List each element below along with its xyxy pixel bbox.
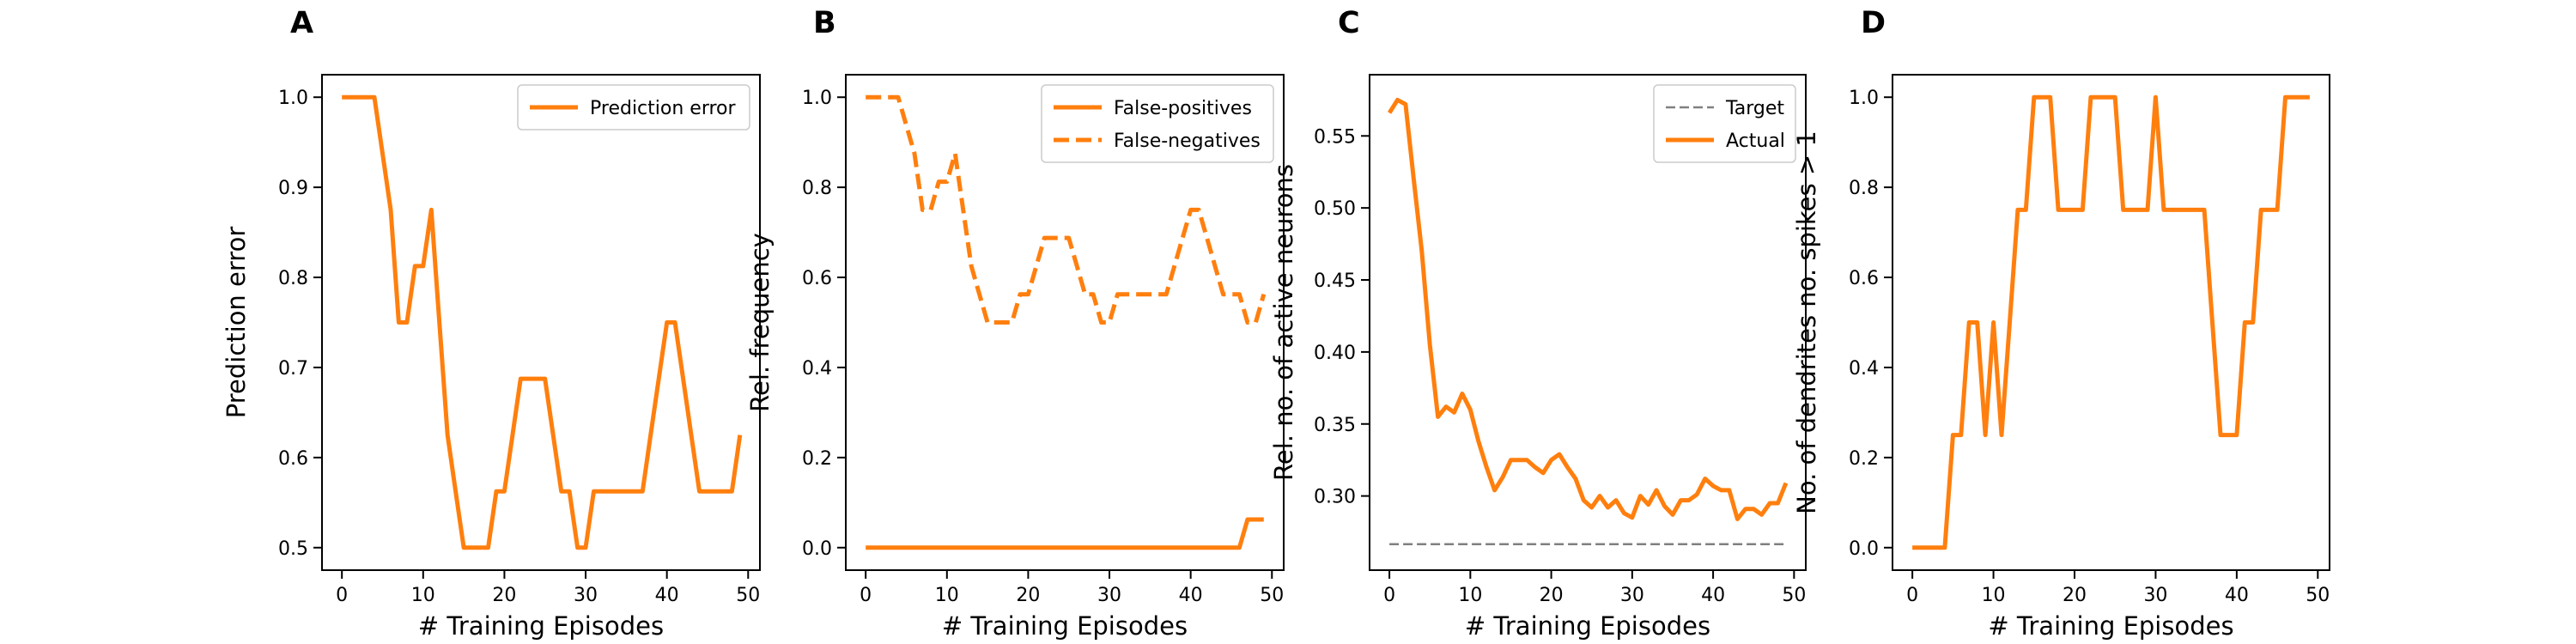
x-tick-label: 50 — [2306, 585, 2330, 606]
x-tick-label: 30 — [2143, 585, 2167, 606]
y-tick-label: 0.5 — [278, 538, 308, 560]
series-line-false-positives — [866, 517, 1264, 550]
x-tick-label: 40 — [1701, 585, 1725, 606]
x-tick-label: 40 — [1179, 585, 1203, 606]
legend-label: Prediction error — [590, 98, 736, 119]
x-tick-label: 40 — [655, 585, 679, 606]
x-tick-label: 40 — [2225, 585, 2249, 606]
x-axis-label: # Training Episodes — [418, 611, 664, 641]
x-tick-label: 0 — [1383, 585, 1395, 606]
y-axis-label: Rel. no. of active neurons — [1269, 164, 1298, 481]
panel-c: C 0 10 20 30 40 50 0.30 0.35 0.40 0.45 0.50 0.55 # T… — [1269, 6, 1807, 641]
x-axis-label: # Training Episodes — [1465, 611, 1710, 641]
y-axis-label: Prediction error — [222, 227, 251, 419]
series-line-false-negatives — [866, 94, 1267, 325]
x-tick-label: 20 — [2063, 585, 2087, 606]
x-tick-label: 0 — [336, 585, 348, 606]
plot-area-b: 0 10 20 30 40 50 0.0 0.2 0.4 0.6 0.8 1.0 # Training … — [745, 74, 1285, 641]
plot-area-c: 0 10 20 30 40 50 0.30 0.35 0.40 0.45 0.50 0.55 # Tra… — [1269, 74, 1807, 641]
x-tick-label: 0 — [860, 585, 872, 606]
y-tick-label: 1.0 — [1849, 88, 1879, 109]
y-tick-label: 0.45 — [1314, 270, 1356, 292]
y-tick-label: 0.2 — [1849, 448, 1879, 470]
y-tick-label: 1.0 — [802, 88, 832, 109]
x-tick-label: 10 — [935, 585, 959, 606]
x-tick-label: 20 — [1540, 585, 1564, 606]
y-tick-label: 0.9 — [278, 178, 308, 199]
y-axis-label: Rel. frequency — [745, 233, 775, 412]
x-tick-label: 10 — [1458, 585, 1482, 606]
legend-label: False-positives — [1114, 98, 1252, 119]
series-line-actual — [1387, 97, 1789, 521]
y-tick-label: 0.4 — [802, 358, 832, 380]
axes-frame — [321, 74, 761, 571]
panel-letter-b: B — [813, 6, 836, 40]
x-tick-label: 30 — [574, 585, 598, 606]
panel-a: A 0 10 20 30 40 50 0.5 0.6 0.7 0.8 0.9 1.0 # Trainin… — [222, 6, 761, 641]
y-tick-label: 0.6 — [278, 448, 308, 470]
legend-label: Target — [1725, 98, 1784, 119]
plot-area-d: 0 10 20 30 40 50 0.0 0.2 0.4 0.6 0.8 1.0 # Training … — [1792, 74, 2330, 641]
axes-frame — [1369, 74, 1807, 571]
series-line-main — [1912, 94, 2310, 550]
y-tick-label: 0.8 — [278, 268, 308, 289]
x-tick-label: 30 — [1620, 585, 1644, 606]
legend-label: Actual — [1726, 131, 1785, 152]
legend-box — [517, 84, 750, 131]
y-tick-label: 1.0 — [278, 88, 308, 109]
plot-area-a: 0 10 20 30 40 50 0.5 0.6 0.7 0.8 0.9 1.0 # Training … — [222, 74, 761, 641]
x-axis-label: # Training Episodes — [1988, 611, 2233, 641]
y-tick-label: 0.50 — [1314, 198, 1356, 220]
y-tick-label: 0.30 — [1314, 487, 1356, 508]
legend-label: False-negatives — [1114, 131, 1261, 152]
x-tick-label: 10 — [411, 585, 435, 606]
y-tick-label: 0.6 — [1849, 268, 1879, 289]
series-line-prediction-error — [342, 94, 743, 550]
y-tick-label: 0.8 — [1849, 178, 1879, 199]
y-axis-label: No. of dendrites no. spikes > 1 — [1792, 131, 1821, 514]
x-tick-label: 50 — [1782, 585, 1806, 606]
y-tick-label: 0.0 — [1849, 538, 1879, 560]
panel-letter-a: A — [290, 6, 313, 40]
y-tick-label: 0.4 — [1849, 358, 1879, 380]
x-tick-label: 50 — [736, 585, 760, 606]
x-tick-label: 10 — [1982, 585, 2006, 606]
axes-frame — [1892, 74, 2330, 571]
y-tick-label: 0.2 — [802, 448, 832, 470]
legend-box — [1653, 84, 1796, 163]
y-tick-label: 0.55 — [1314, 126, 1356, 148]
y-tick-label: 0.7 — [278, 358, 308, 380]
panel-d: D 0 10 20 30 40 50 0.0 0.2 0.4 0.6 0.8 1.0 # Trainin… — [1792, 6, 2330, 641]
x-tick-label: 20 — [1016, 585, 1040, 606]
y-tick-label: 0.40 — [1314, 343, 1356, 364]
x-axis-label: # Training Episodes — [942, 611, 1188, 641]
x-tick-label: 30 — [1097, 585, 1121, 606]
x-tick-label: 20 — [492, 585, 516, 606]
panel-letter-d: D — [1861, 6, 1886, 40]
y-tick-label: 0.6 — [802, 268, 832, 289]
y-tick-label: 0.8 — [802, 178, 832, 199]
panel-b: B 0 10 20 30 40 50 0.0 0.2 0.4 0.6 0.8 1.0 # Trainin… — [745, 6, 1285, 641]
legend-box — [1041, 84, 1274, 163]
x-tick-label: 50 — [1260, 585, 1284, 606]
axes-frame — [845, 74, 1285, 571]
panel-letter-c: C — [1338, 6, 1360, 40]
y-tick-label: 0.35 — [1314, 415, 1356, 436]
y-tick-label: 0.0 — [802, 538, 832, 560]
x-tick-label: 0 — [1906, 585, 1918, 606]
